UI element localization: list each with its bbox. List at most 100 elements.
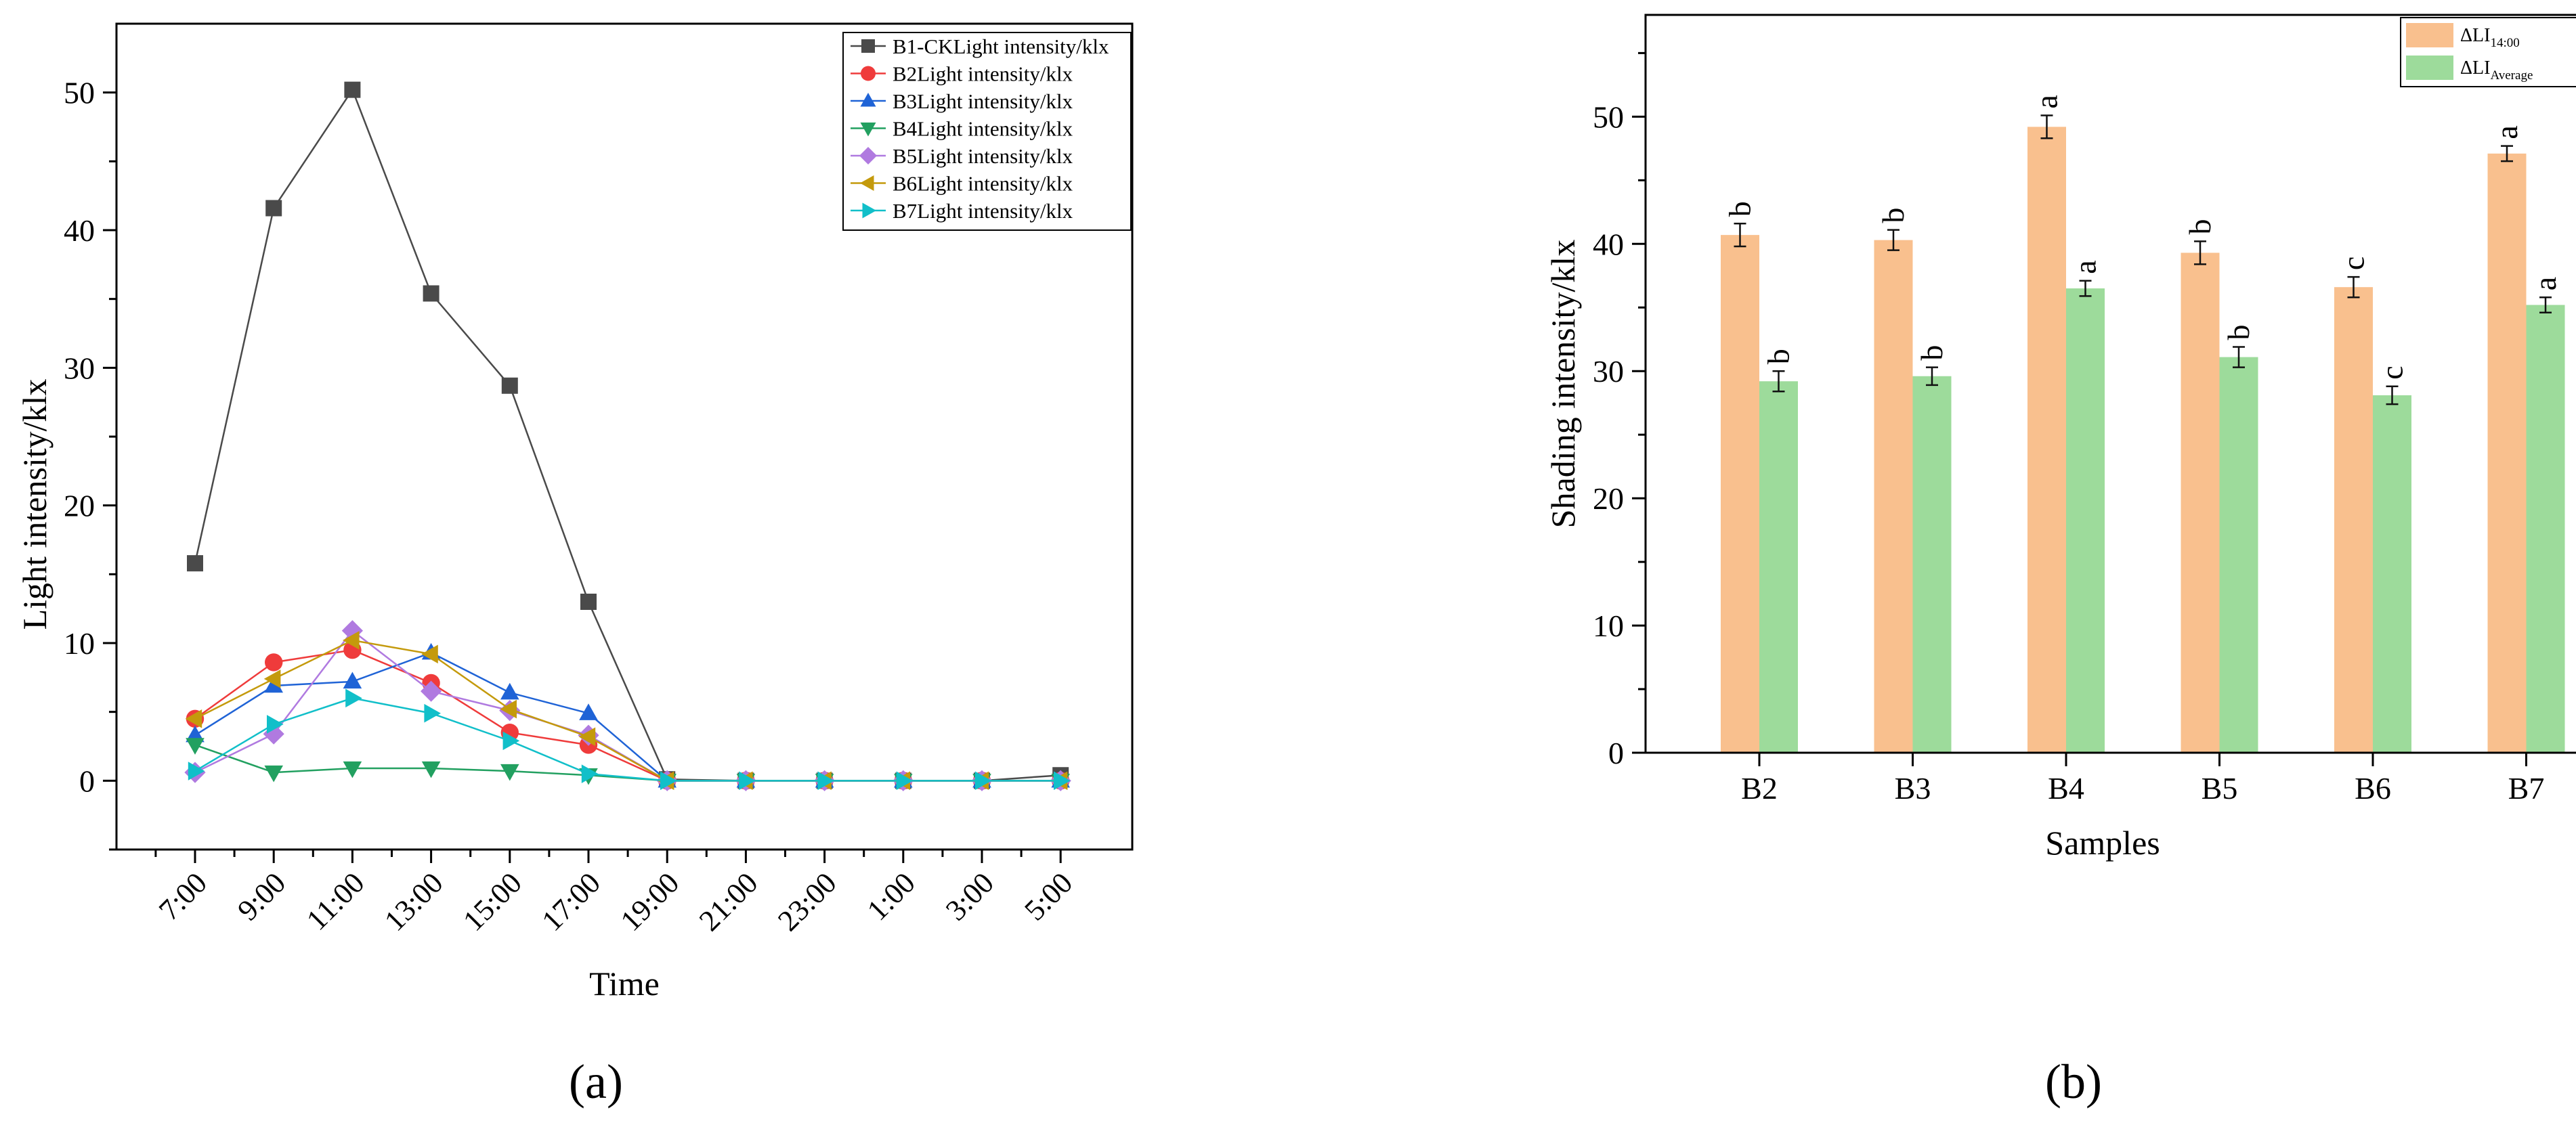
line-data-point [500, 699, 517, 719]
line-series-5 [184, 620, 1071, 791]
line-legend-marker [860, 175, 874, 191]
line-legend-marker [860, 123, 876, 137]
line-legend-marker [860, 93, 876, 107]
line-chart-y-axis: 0 10 20 30 40 50 [64, 76, 116, 851]
line-legend-label: B6Light intensity/klx [893, 172, 1073, 196]
line-series-2 [186, 640, 1070, 790]
bar-series-2: b b a b c a [1759, 260, 2565, 753]
line-chart-y-tick-label: 50 [64, 76, 95, 110]
line-chart-y-tick-label: 30 [64, 351, 95, 385]
line-data-point [343, 671, 362, 689]
line-legend-label: B5Light intensity/klx [893, 144, 1073, 168]
bar [1721, 235, 1759, 753]
line-data-point [421, 680, 442, 702]
line-legend-entry: B2Light intensity/klx [851, 62, 1073, 86]
bar-chart-x-tick-label: B3 [1895, 771, 1931, 806]
line-chart-x-tick-label: 21:00 [693, 866, 765, 938]
line-data-point [187, 555, 203, 572]
line-chart-x-tick-label: 1:00 [861, 866, 922, 927]
significance-label: b [1761, 349, 1796, 364]
bar-legend-label: ΔLIAverage [2460, 58, 2533, 83]
line-data-point [345, 688, 362, 708]
line-data-point [265, 653, 283, 671]
bar-chart-x-tick-label: B6 [2355, 771, 2391, 806]
line-chart-x-tick-label: 15:00 [456, 866, 528, 938]
line-chart-x-tick-label: 7:00 [152, 866, 213, 927]
line-legend-label: B1-CKLight intensity/klx [893, 35, 1109, 58]
bar-chart-y-tick-label: 0 [1608, 736, 1624, 770]
line-series-3 [186, 642, 1070, 788]
line-data-point [186, 738, 205, 755]
bar-chart-y-tick-label: 40 [1593, 227, 1624, 261]
bar-legend-label-main: ΔLI [2460, 58, 2490, 79]
line-chart-y-tick-label: 0 [79, 764, 95, 798]
bar-chart-y-tick-label: 10 [1593, 609, 1624, 643]
bar [2487, 153, 2527, 753]
bar-chart-x-tick-label: B7 [2508, 771, 2545, 806]
bar-chart-x-axis: B2 B3 B4 B5 B6 B7 [1741, 753, 2544, 806]
bar-legend-label-main: ΔLI [2460, 25, 2490, 46]
line-chart-x-tick-label: 17:00 [536, 866, 607, 938]
line-data-point [974, 771, 992, 791]
significance-label: c [2336, 257, 2371, 270]
line-legend-label: B7Light intensity/klx [893, 199, 1073, 223]
line-data-point [185, 709, 202, 728]
bar [2181, 252, 2220, 753]
line-legend-marker [862, 202, 876, 219]
line-legend-marker [861, 39, 875, 53]
line-data-point [263, 669, 281, 688]
line-chart-x-tick-label: 5:00 [1018, 866, 1079, 927]
line-data-point [343, 761, 362, 778]
line-chart-legend-box [842, 32, 1132, 231]
bar [2373, 395, 2411, 753]
bar-chart-y-tick-label: 50 [1593, 100, 1624, 134]
bar-chart-x-tick-label: B4 [2048, 771, 2084, 806]
bar [2027, 127, 2066, 753]
line-chart-x-tick-label: 13:00 [378, 866, 450, 938]
line-data-point [421, 644, 438, 664]
line-data-point [502, 731, 520, 751]
line-series-path [194, 639, 1061, 782]
line-data-point [896, 771, 914, 791]
line-legend-marker [861, 66, 876, 81]
bar-legend-label-subscript: Average [2490, 68, 2533, 83]
significance-label: b [2221, 325, 2256, 340]
line-data-point [343, 631, 360, 650]
significance-label: a [2489, 125, 2524, 139]
panel-a-label: (a) [569, 1055, 623, 1109]
line-data-point [501, 377, 518, 394]
line-legend-entry: B6Light intensity/klx [851, 172, 1073, 196]
bar-legend-entry: ΔLIAverage [2406, 56, 2533, 83]
line-data-point [267, 715, 284, 734]
bar-chart-y-tick-label: 30 [1593, 354, 1624, 389]
line-chart-y-tick-label: 10 [64, 626, 95, 661]
line-chart-y-tick-label: 40 [64, 213, 95, 248]
line-chart-y-tick-label: 20 [64, 489, 95, 523]
significance-label: a [2068, 260, 2103, 273]
bar-legend-entry: ΔLI14:00 [2406, 23, 2520, 50]
line-data-point [424, 703, 441, 723]
bar-legend-swatch [2406, 23, 2453, 47]
line-legend-marker [859, 147, 877, 164]
line-data-point [421, 761, 441, 778]
bar-legend-label: ΔLI14:00 [2460, 25, 2520, 50]
line-chart-x-tick-label: 19:00 [614, 866, 686, 938]
line-legend-label: B3Light intensity/klx [893, 89, 1073, 113]
significance-label: b [1914, 345, 1949, 361]
line-data-point [739, 771, 756, 791]
line-data-point [188, 762, 205, 780]
bar-legend-swatch [2406, 56, 2453, 80]
line-chart-x-axis: 7:00 9:00 11:00 13:00 15:00 17:00 19:00 21:00 23… [152, 850, 1079, 938]
significance-label: b [1723, 201, 1757, 217]
line-series-path [194, 651, 1061, 782]
line-legend-entry: B3Light intensity/klx [851, 89, 1073, 113]
line-chart-marks [184, 81, 1071, 791]
line-legend-label: B2Light intensity/klx [893, 62, 1073, 86]
line-data-point [660, 771, 677, 791]
line-legend-entry: B1-CKLight intensity/klx [851, 35, 1109, 58]
panel-b-label: (b) [2045, 1055, 2102, 1109]
bar-chart-x-tick-label: B5 [2202, 771, 2238, 806]
line-series-path [194, 697, 1061, 782]
bar-chart-y-axis-label: Shading intensity/klx [1544, 240, 1582, 528]
